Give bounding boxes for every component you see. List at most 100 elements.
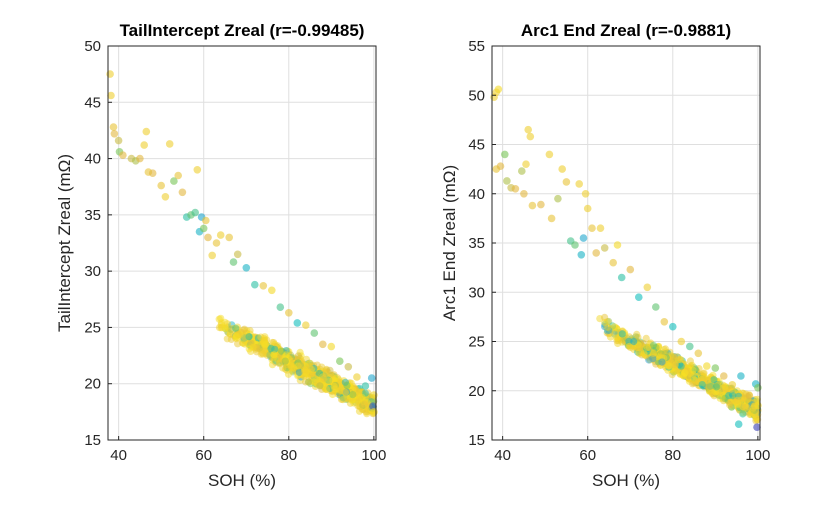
data-point	[626, 265, 635, 274]
data-point	[501, 150, 509, 159]
data-point	[225, 233, 233, 242]
chart-title-tailintercept: TailIntercept Zreal (r=-0.99485)	[120, 21, 365, 40]
data-point	[511, 185, 520, 193]
data-point	[522, 160, 530, 168]
cloud-point	[245, 333, 253, 341]
cloud-point	[297, 361, 305, 370]
data-point	[596, 224, 605, 232]
data-point	[157, 181, 165, 190]
data-point	[216, 231, 225, 239]
cloud-point	[234, 340, 242, 348]
cloud-point	[240, 325, 248, 333]
data-point	[583, 204, 592, 213]
data-point	[233, 250, 242, 259]
cloud-point	[746, 410, 754, 419]
cloud-point	[349, 391, 357, 399]
cloud-point	[223, 335, 231, 343]
y-tick-label: 15	[468, 432, 485, 449]
data-point	[148, 169, 157, 177]
data-point	[503, 177, 511, 185]
data-point	[319, 340, 327, 349]
data-point	[119, 151, 127, 159]
data-point	[728, 381, 737, 389]
cloud-point	[270, 351, 278, 359]
data-point	[588, 224, 596, 232]
cloud-point	[300, 372, 308, 381]
data-point	[635, 293, 643, 302]
data-point	[571, 241, 579, 249]
cloud-point	[677, 362, 685, 370]
data-point	[526, 132, 535, 141]
y-tick-label: 35	[468, 235, 485, 252]
scatter-panel-arc1-end: 40 60 80 100 15 20 25 30 35 40 45 50 55 Arc1 End Zrea…	[440, 21, 770, 490]
data-point	[302, 321, 310, 330]
cloud-point	[725, 392, 733, 400]
x-tick-label: 100	[745, 447, 770, 464]
cloud-point	[323, 385, 331, 393]
cloud-point	[710, 376, 718, 384]
data-point	[745, 391, 754, 400]
data-point	[734, 420, 743, 429]
y-tick-label: 30	[84, 263, 101, 280]
data-point	[170, 177, 178, 185]
cloud-point	[324, 377, 332, 385]
y-tick-label: 50	[84, 38, 101, 55]
cloud-point	[360, 400, 368, 408]
cloud-point	[625, 342, 633, 350]
cloud-point	[739, 403, 747, 411]
data-point	[643, 283, 652, 292]
y-tick-label: 20	[468, 383, 485, 400]
cloud-point	[618, 330, 626, 338]
x-tick-label: 60	[195, 447, 212, 464]
cloud-point	[332, 374, 340, 382]
data-point	[242, 264, 251, 272]
data-point	[204, 233, 212, 242]
cloud-point	[236, 330, 244, 339]
x-tick-label: 80	[280, 447, 297, 464]
cloud-point	[215, 324, 224, 332]
cloud-point	[261, 341, 269, 349]
data-point	[537, 200, 545, 209]
data-point	[753, 423, 761, 432]
data-point	[613, 241, 622, 249]
data-point	[193, 166, 202, 174]
y-tick-label: 45	[468, 137, 485, 154]
cloud-point	[330, 382, 338, 390]
cloud-point	[671, 361, 679, 369]
data-point	[202, 216, 210, 225]
cloud-point	[665, 361, 673, 369]
cloud-point	[311, 375, 319, 383]
cloud-point	[681, 369, 689, 377]
scatter-panel-tailintercept: 40 60 80 100 15 20 25 30 35 40 45 50 TailIntercept Z…	[55, 21, 386, 490]
cloud-point	[726, 401, 734, 409]
data-point	[191, 208, 199, 217]
data-point	[686, 342, 694, 351]
data-point	[367, 374, 376, 382]
data-point	[703, 362, 711, 370]
point-cloud	[596, 313, 762, 425]
cloud-point	[704, 377, 712, 385]
cloud-point	[304, 378, 313, 386]
cloud-point	[673, 353, 681, 361]
data-point	[229, 258, 238, 266]
cloud-point	[649, 341, 658, 349]
data-point	[136, 154, 144, 163]
cloud-point	[698, 381, 706, 389]
data-point	[528, 201, 537, 210]
data-point	[669, 322, 677, 331]
point-cloud	[215, 314, 378, 418]
data-point	[293, 319, 302, 327]
data-point	[554, 194, 562, 203]
cloud-point	[316, 382, 324, 390]
data-point	[370, 391, 378, 399]
data-point	[276, 303, 285, 312]
data-point	[370, 408, 378, 416]
data-point	[518, 167, 526, 175]
data-point	[212, 239, 221, 247]
cloud-point	[275, 360, 284, 368]
data-point	[140, 141, 148, 149]
x-tick-label: 40	[494, 447, 511, 464]
data-point	[600, 244, 609, 252]
data-point	[737, 372, 745, 380]
